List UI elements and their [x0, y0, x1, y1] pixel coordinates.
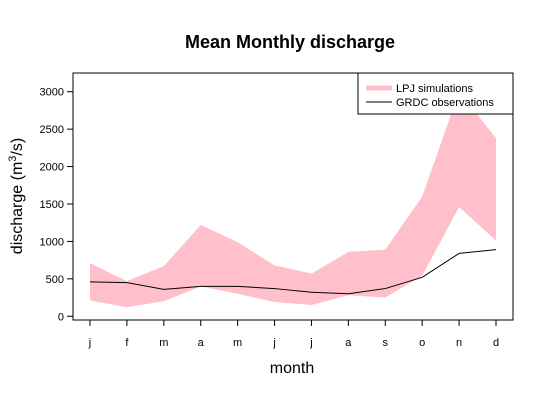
observation-line — [89, 249, 497, 295]
y-tick-label: 3000 — [40, 87, 64, 99]
legend-box — [357, 72, 514, 115]
x-tick-label: j — [309, 337, 312, 349]
x-tick-label: o — [419, 337, 425, 349]
y-axis-label-end: /s) — [9, 138, 26, 156]
chart-title: Mean Monthly discharge — [185, 32, 395, 52]
x-tick-label: d — [493, 337, 499, 349]
simulation-band-layer — [90, 91, 496, 308]
x-tick-label: a — [345, 337, 352, 349]
x-tick-label: n — [456, 337, 462, 349]
legend: LPJ simulations GRDC observations — [357, 72, 514, 115]
y-axis-label-main: discharge (m — [9, 162, 26, 254]
y-tick-label: 500 — [46, 274, 64, 286]
x-tick-label: m — [159, 337, 168, 349]
y-tick-label: 1000 — [40, 236, 64, 248]
simulation-band — [90, 91, 496, 308]
legend-label-simulations: LPJ simulations — [396, 83, 474, 95]
y-tick-label: 0 — [58, 311, 64, 323]
y-axis: 0 500 1000 1500 2000 2500 3000 — [40, 87, 73, 323]
x-tick-label: s — [383, 337, 389, 349]
y-tick-label: 2500 — [40, 124, 64, 136]
x-tick-label: j — [272, 337, 275, 349]
x-tick-label: m — [233, 337, 242, 349]
x-tick-label: a — [198, 337, 205, 349]
y-axis-label-superscript: 3 — [7, 156, 19, 162]
plot-frame — [72, 72, 514, 321]
y-axis-label: discharge (m3/s) — [7, 138, 26, 254]
y-tick-label: 2000 — [40, 162, 64, 174]
legend-label-observations: GRDC observations — [396, 97, 494, 109]
x-tick-label: f — [125, 337, 129, 349]
y-tick-label: 1500 — [40, 199, 64, 211]
x-axis-label: month — [270, 360, 314, 377]
x-tick-label: j — [88, 337, 91, 349]
observation-line-layer — [89, 249, 497, 295]
